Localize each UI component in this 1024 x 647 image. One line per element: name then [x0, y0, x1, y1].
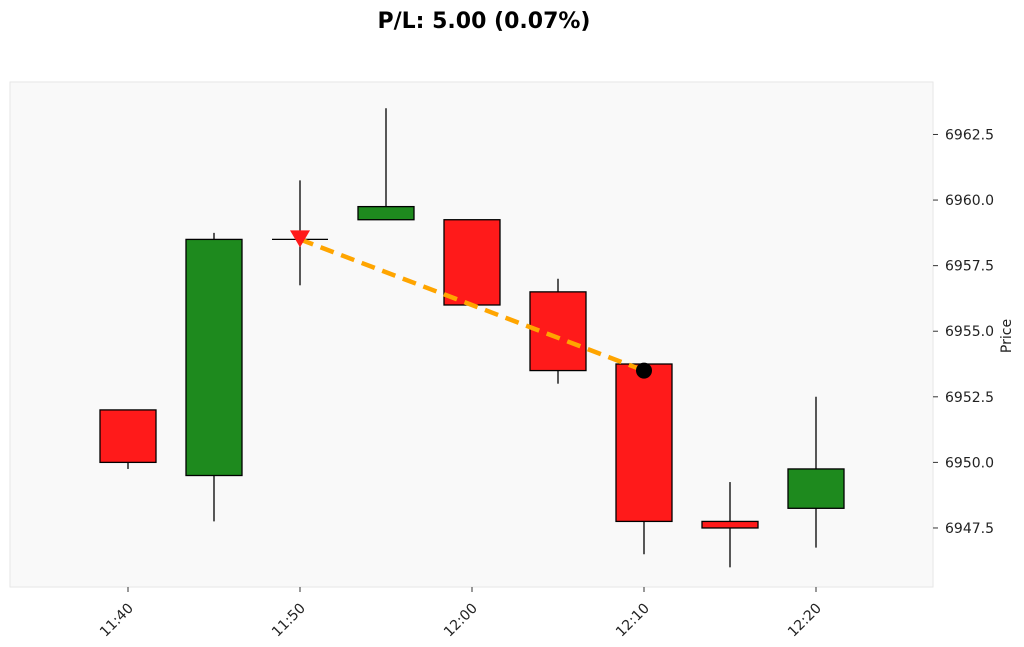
plot-area	[9, 81, 934, 588]
y-axis-label: Price	[999, 319, 1015, 353]
candle-body	[357, 205, 415, 221]
candle-body	[701, 520, 759, 529]
y-tick-label: 6947.5	[945, 521, 994, 537]
candle-body	[99, 409, 157, 464]
x-tick-label: 12:00	[441, 601, 481, 641]
candle-body	[185, 238, 243, 477]
y-axis: 6947.5 6950.0 6952.5 6955.0 6957.5 6960.0 6962…	[933, 127, 994, 537]
y-tick-label: 6962.5	[945, 127, 994, 143]
y-tick-label: 6950.0	[945, 455, 994, 471]
candle	[615, 363, 673, 555]
candle-body	[787, 468, 845, 509]
candle	[529, 278, 587, 384]
entry-marker	[290, 230, 310, 248]
x-tick-label: 12:20	[785, 601, 825, 641]
candle	[787, 396, 845, 548]
candle	[185, 232, 243, 522]
candle	[99, 409, 157, 469]
y-tick-label: 6952.5	[945, 390, 994, 406]
candle	[443, 219, 501, 306]
x-tick-label: 11:40	[97, 601, 137, 641]
candle-body	[615, 363, 673, 523]
x-tick-label: 12:10	[613, 601, 653, 641]
y-tick-label: 6960.0	[945, 193, 994, 209]
candle	[701, 482, 759, 568]
chart-title: P/L: 5.00 (0.07%)	[377, 9, 590, 34]
x-axis: 11:40 11:50 12:00 12:10 12:20	[97, 587, 825, 640]
candle	[357, 108, 415, 221]
exit-marker	[636, 362, 652, 379]
x-tick-label: 11:50	[269, 601, 309, 641]
y-tick-label: 6957.5	[945, 259, 994, 275]
trade-layer	[290, 230, 652, 379]
trade-line	[299, 237, 645, 373]
y-tick-label: 6955.0	[945, 324, 994, 340]
candle-body	[443, 219, 501, 306]
candles-layer	[99, 108, 845, 568]
candle-body	[529, 291, 587, 372]
